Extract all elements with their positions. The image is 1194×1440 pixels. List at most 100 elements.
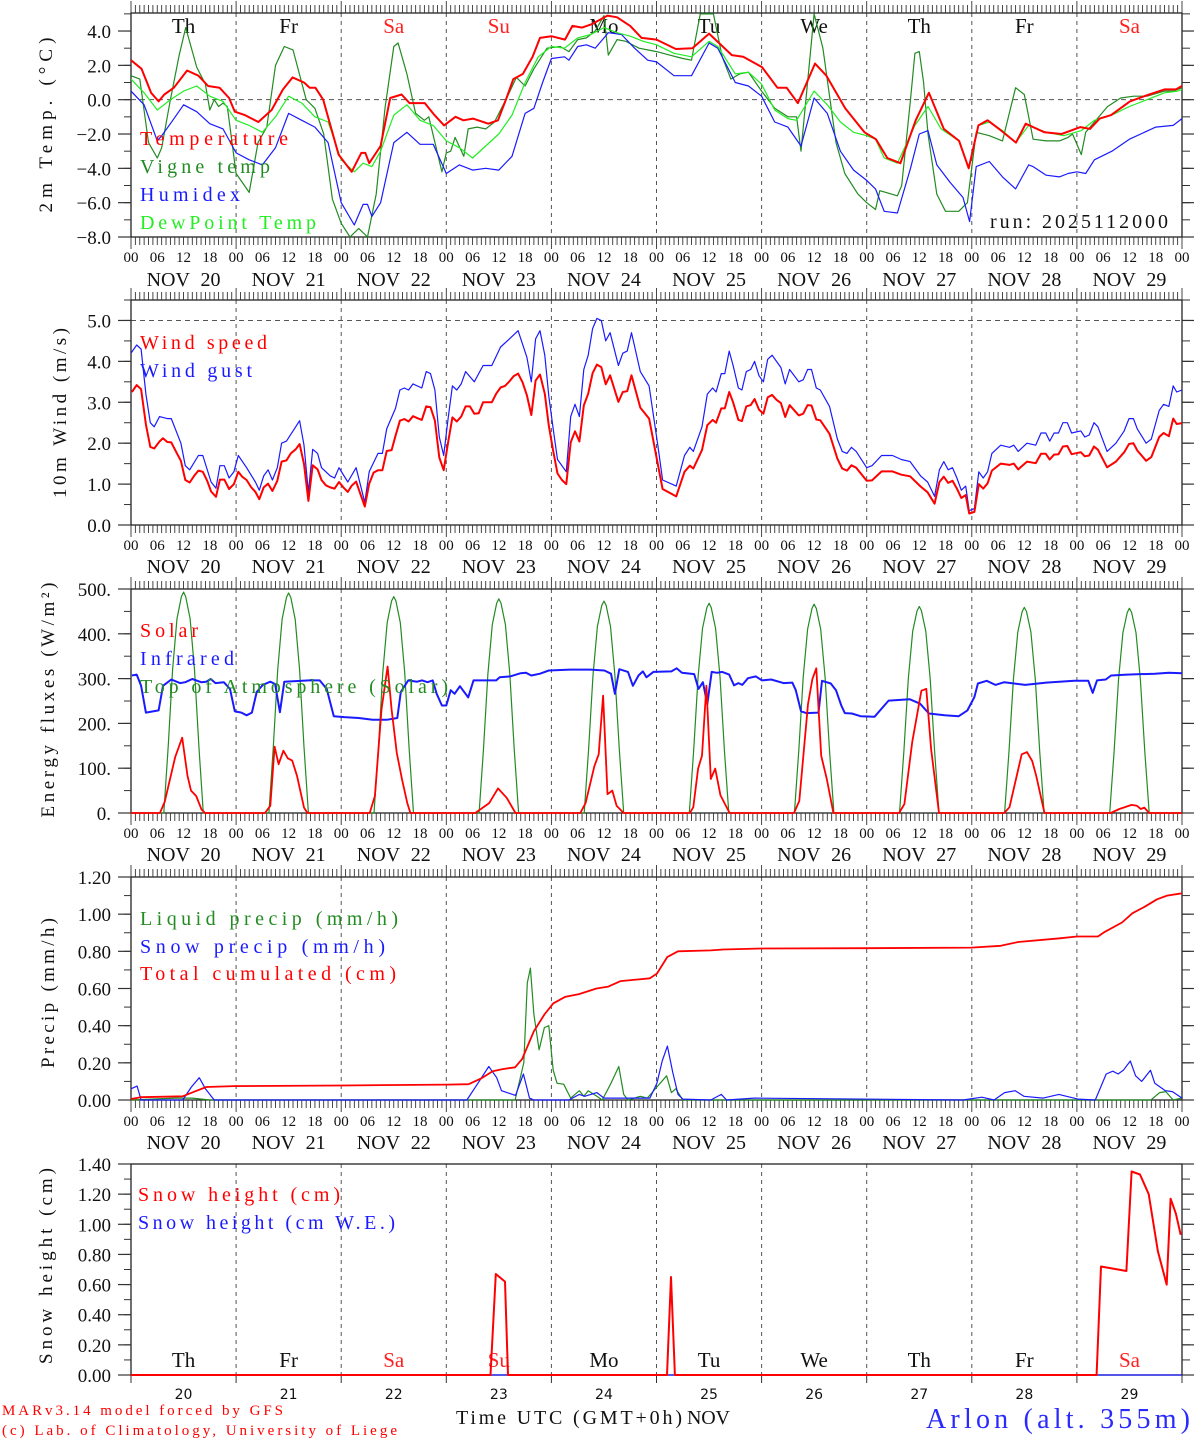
hour-tick-label: 00 — [544, 538, 559, 554]
hour-tick-label: 18 — [1148, 826, 1163, 842]
date-label: NOV 25 — [672, 269, 746, 291]
hour-tick-label: 00 — [1069, 250, 1084, 266]
hour-tick-label: 06 — [360, 538, 376, 554]
hour-tick-label: 12 — [1122, 1114, 1137, 1130]
hour-tick-label: 06 — [885, 826, 901, 842]
date-label: NOV 24 — [567, 1132, 641, 1154]
y-tick-label: 0.60 — [78, 1276, 111, 1297]
date-label: NOV 25 — [672, 1132, 746, 1154]
hour-tick-label: 00 — [649, 538, 664, 554]
hour-tick-label: 00 — [1175, 538, 1190, 554]
hour-tick-label: 18 — [1148, 250, 1163, 266]
date-label: NOV 25 — [672, 556, 746, 578]
hour-tick-label: 12 — [1122, 538, 1137, 554]
plot-layers: 00 06 12 18 00 06 12 18 00 06 12 18 00 06 12 18 00 06 12 18… — [77, 1, 1194, 1403]
y-tick-label: 200. — [78, 714, 111, 735]
hour-tick-label: 00 — [229, 1114, 244, 1130]
hour-tick-label: 00 — [544, 826, 559, 842]
y-tick-label: 1.20 — [78, 1185, 111, 1206]
y-tick-label: 5.0 — [87, 311, 111, 332]
hour-tick-label: 00 — [754, 826, 769, 842]
hour-tick-label: 12 — [912, 538, 927, 554]
date-label: NOV 28 — [987, 269, 1061, 291]
hour-tick-label: 00 — [1069, 538, 1084, 554]
weekday-label: Sa — [1119, 1348, 1141, 1372]
y-tick-label: 1.20 — [78, 868, 111, 889]
date-label: NOV 29 — [1092, 1132, 1166, 1154]
date-label: NOV 29 — [1092, 556, 1166, 578]
day-number-label: 28 — [1015, 1387, 1033, 1403]
date-label: NOV 26 — [777, 1132, 851, 1154]
date-label: NOV 27 — [882, 269, 956, 291]
hour-tick-label: 18 — [202, 1114, 217, 1130]
series-group — [131, 1170, 1182, 1376]
hour-tick-label: 00 — [124, 250, 139, 266]
hour-tick-label: 06 — [885, 538, 901, 554]
hour-tick-label: 06 — [465, 538, 481, 554]
date-label: NOV 24 — [567, 556, 641, 578]
date-label: NOV 22 — [357, 844, 431, 866]
hour-tick-label: 00 — [754, 1114, 769, 1130]
hour-tick-label: 00 — [964, 538, 979, 554]
hour-tick-label: 18 — [1148, 538, 1163, 554]
hour-tick-label: 12 — [807, 250, 822, 266]
hour-tick-label: 12 — [386, 826, 401, 842]
wind-gust-line — [131, 317, 1182, 512]
day-number-label: 21 — [280, 1387, 298, 1403]
hour-tick-label: 12 — [386, 538, 401, 554]
hour-tick-label: 12 — [912, 1114, 927, 1130]
date-label: NOV 20 — [147, 556, 221, 578]
hour-tick-label: 06 — [780, 538, 796, 554]
hour-tick-label: 18 — [728, 1114, 743, 1130]
weekday-label: Su — [488, 1348, 511, 1372]
hour-tick-label: 06 — [991, 1114, 1007, 1130]
series-group — [131, 13, 1182, 238]
y-tick-label: 0. — [97, 804, 111, 825]
panel-1: 00 06 12 18 00 06 12 18 00 06 12 18 00 06 12 18 00 06 12 18… — [77, 1, 1194, 291]
y-tick-label: 0.60 — [78, 980, 111, 1001]
hour-tick-label: 06 — [570, 826, 586, 842]
y-tick-label: 3.0 — [87, 393, 111, 414]
solar-line — [131, 665, 1182, 814]
panel-5: 20 21 22 23 24 25 26 27 28 29 Th Fr Sa Su Mo Tu We Th Fr Sa… — [78, 1155, 1194, 1403]
day-number-label: 25 — [700, 1387, 718, 1403]
hour-tick-label: 06 — [1096, 1114, 1112, 1130]
y-tick-label: −4.0 — [77, 159, 111, 180]
hour-tick-label: 12 — [1017, 1114, 1032, 1130]
panel-3: 00 06 12 18 00 06 12 18 00 06 12 18 00 06 12 18 00 06 12 18… — [78, 577, 1194, 866]
hour-tick-label: 06 — [991, 826, 1007, 842]
energy-axis-title: Energy fluxes (W/m²) — [38, 583, 59, 818]
lab-credit: (c) Lab. of Climatology, University of L… — [2, 1423, 397, 1439]
hour-tick-label: 12 — [702, 826, 717, 842]
y-tick-label: 100. — [78, 759, 111, 780]
hour-tick-label: 06 — [780, 826, 796, 842]
hour-tick-label: 18 — [833, 538, 848, 554]
day-number-label: 22 — [385, 1387, 403, 1403]
date-label: NOV 21 — [252, 844, 326, 866]
hour-tick-label: 12 — [176, 1114, 191, 1130]
hour-tick-label: 06 — [570, 538, 586, 554]
date-label: NOV 27 — [882, 844, 956, 866]
hour-tick-label: 00 — [439, 826, 454, 842]
hour-tick-label: 06 — [780, 1114, 796, 1130]
hour-tick-label: 12 — [702, 250, 717, 266]
hour-tick-label: 18 — [518, 538, 533, 554]
hour-tick-label: 12 — [491, 826, 506, 842]
snow-height-cm-line — [131, 1170, 1182, 1376]
hour-tick-label: 00 — [964, 826, 979, 842]
hour-tick-label: 00 — [1069, 826, 1084, 842]
hour-tick-label: 06 — [465, 826, 481, 842]
day-number-label: 23 — [490, 1387, 508, 1403]
hour-tick-label: 06 — [675, 826, 691, 842]
day-number-label: 26 — [805, 1387, 823, 1403]
date-label: NOV 23 — [462, 556, 536, 578]
y-tick-label: 0.00 — [78, 1091, 111, 1112]
hour-tick-label: 18 — [623, 826, 638, 842]
hour-tick-label: 18 — [307, 538, 322, 554]
y-tick-label: −6.0 — [77, 194, 111, 215]
y-tick-label: 1.00 — [78, 1215, 111, 1236]
weekday-label: Fr — [1015, 14, 1034, 38]
hour-tick-label: 06 — [360, 250, 376, 266]
hour-tick-label: 12 — [912, 250, 927, 266]
hour-tick-label: 12 — [491, 538, 506, 554]
